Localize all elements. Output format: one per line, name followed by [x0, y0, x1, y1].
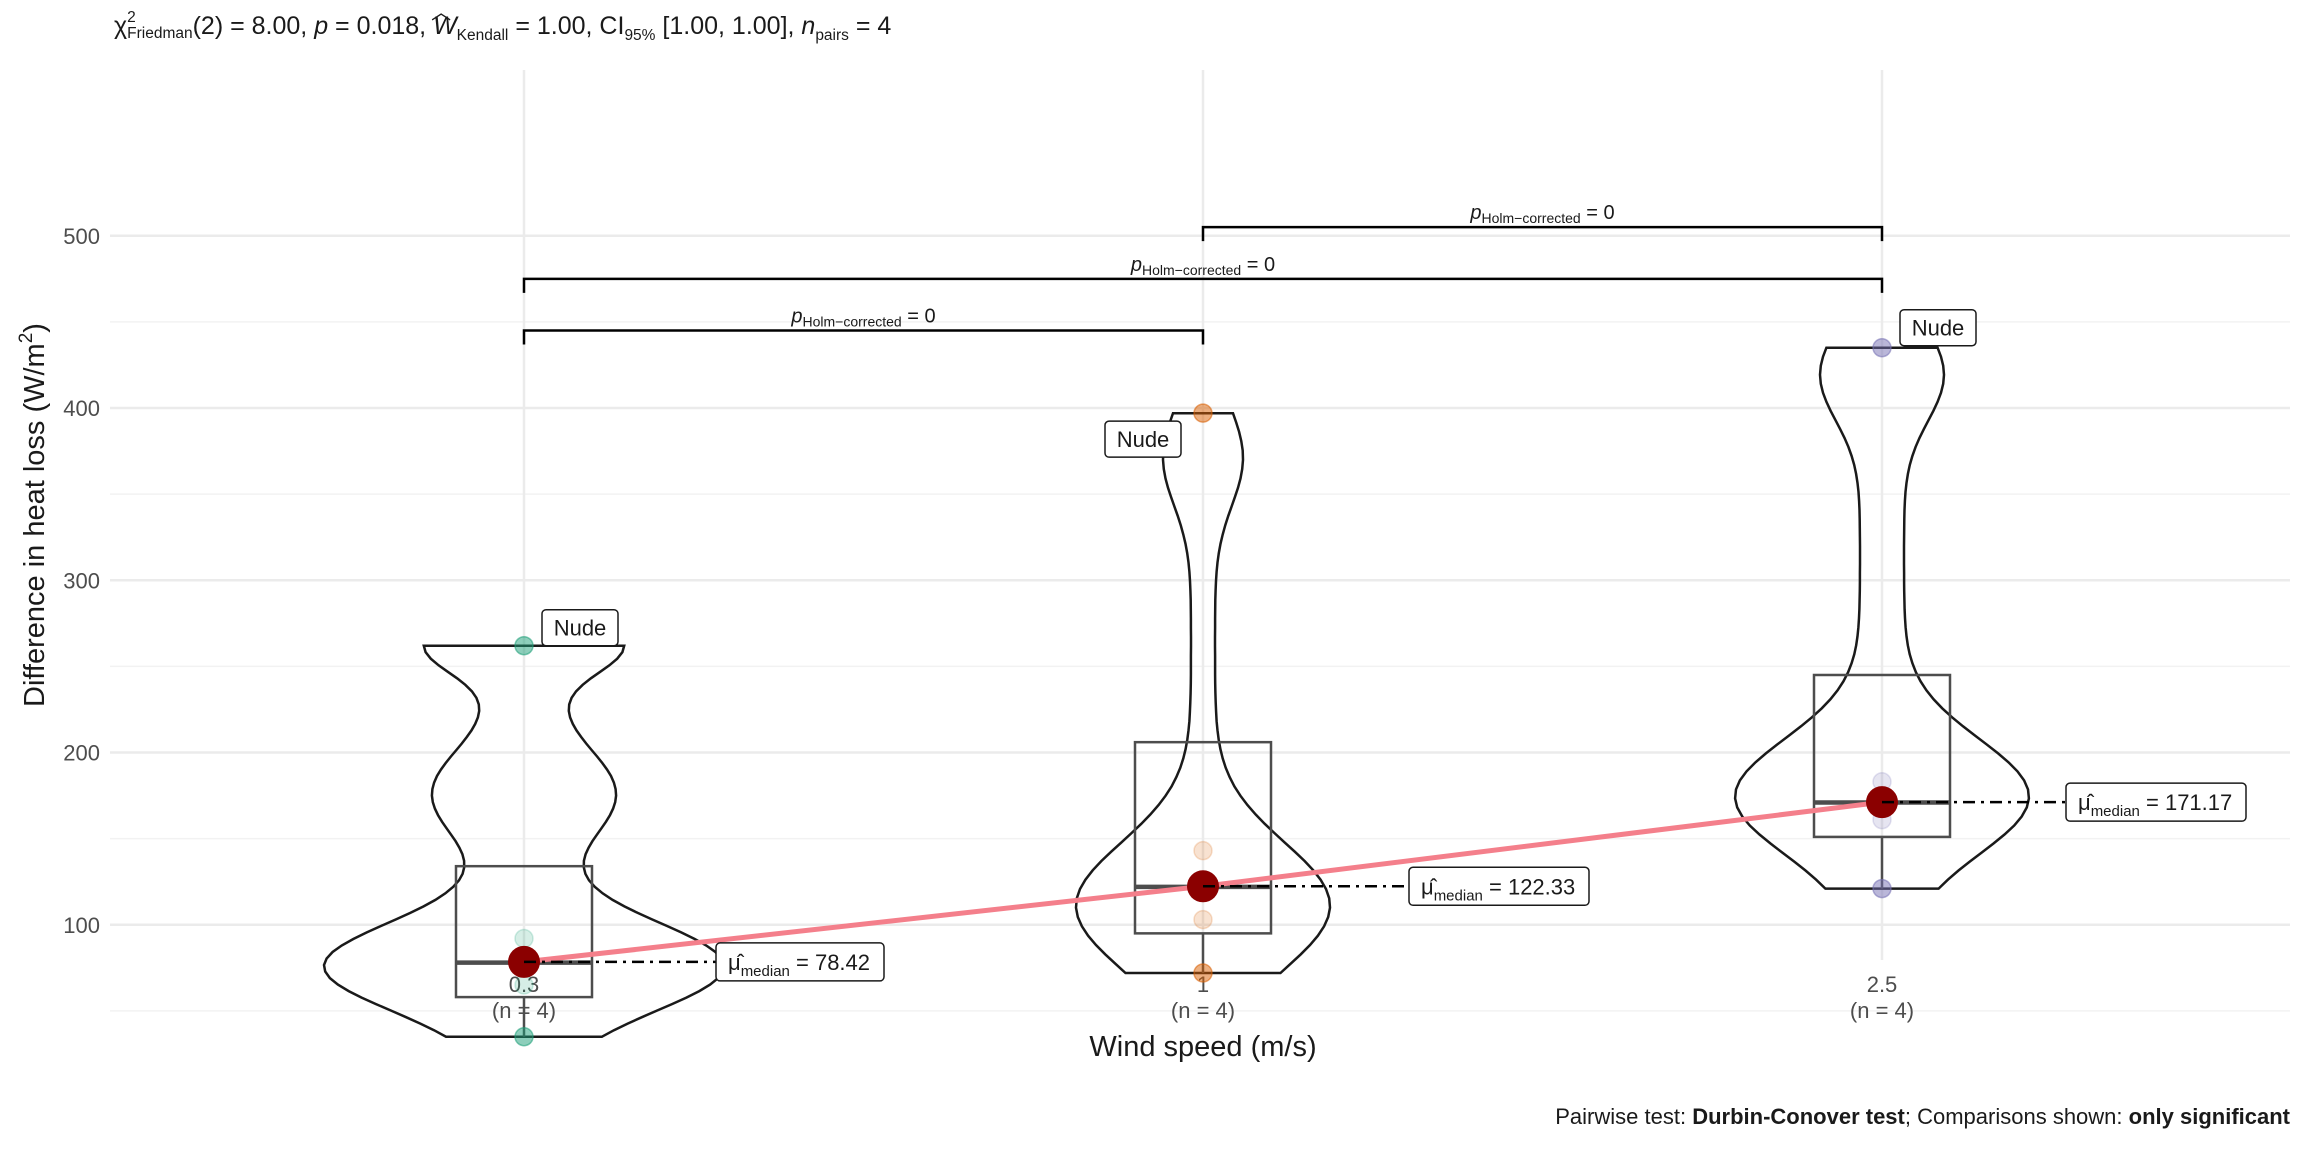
chart-subtitle: χ 2 Friedman (2) = 8.00, p = 0.018, ︿ WKenda…: [114, 2, 892, 45]
grid-lines: [110, 70, 2290, 1012]
data-point: [514, 928, 534, 949]
outlier-label: Nude: [554, 616, 607, 641]
y-tick-label: 500: [63, 224, 100, 249]
data-point: [514, 635, 534, 656]
box-1: [1133, 740, 1273, 935]
median-label-box: [2065, 782, 2247, 822]
data-point: [1872, 337, 1892, 358]
violin-0.3: [322, 644, 726, 1038]
x-tick-n-label: (n = 4): [1171, 998, 1235, 1023]
significance-label: pHolm−corrected = 0: [1469, 202, 1614, 226]
outlier-label-box: [541, 608, 619, 647]
significance-bracket: [522, 277, 1884, 293]
data-point: [1193, 840, 1213, 861]
chart-caption: Pairwise test: Durbin-Conover test; Comp…: [1555, 1104, 2290, 1129]
data-point: [1872, 878, 1892, 899]
x-tick-n-label: (n = 4): [1850, 998, 1914, 1023]
median-label: μ̂median = 171.17: [2078, 790, 2232, 820]
outlier-label: Nude: [1117, 427, 1170, 452]
data-point: [1193, 963, 1213, 983]
box-0.3: [454, 864, 594, 999]
data-point: [514, 1026, 534, 1047]
median-label-box: [715, 942, 885, 982]
violin-1: [1074, 411, 1332, 975]
outlier-label-box: [1104, 420, 1182, 458]
outlier-label-box: [1899, 308, 1977, 347]
y-tick-label: 400: [63, 396, 100, 421]
outlier-label: Nude: [1912, 316, 1965, 341]
median-label: μ̂median = 78.42: [728, 950, 870, 980]
y-tick-label: 200: [63, 741, 100, 766]
significance-label: pHolm−corrected = 0: [1130, 254, 1275, 278]
significance-label: pHolm−corrected = 0: [790, 305, 935, 329]
y-tick-label: 100: [63, 913, 100, 938]
median-label: μ̂median = 122.33: [1421, 874, 1575, 904]
y-tick-label: 300: [63, 568, 100, 593]
data-point: [1193, 403, 1213, 423]
x-axis-title: Wind speed (m/s): [1089, 1031, 1316, 1063]
significance-bracket: [1201, 225, 1884, 242]
median-label-box: [1408, 866, 1590, 907]
data-point: [514, 975, 534, 995]
y-axis-title: Difference in heat loss (W/m2): [16, 323, 51, 707]
box-2.5: [1812, 673, 1952, 839]
x-tick-label: 2.5: [1867, 972, 1898, 997]
data-point: [1193, 909, 1213, 930]
significance-bracket: [522, 329, 1205, 345]
